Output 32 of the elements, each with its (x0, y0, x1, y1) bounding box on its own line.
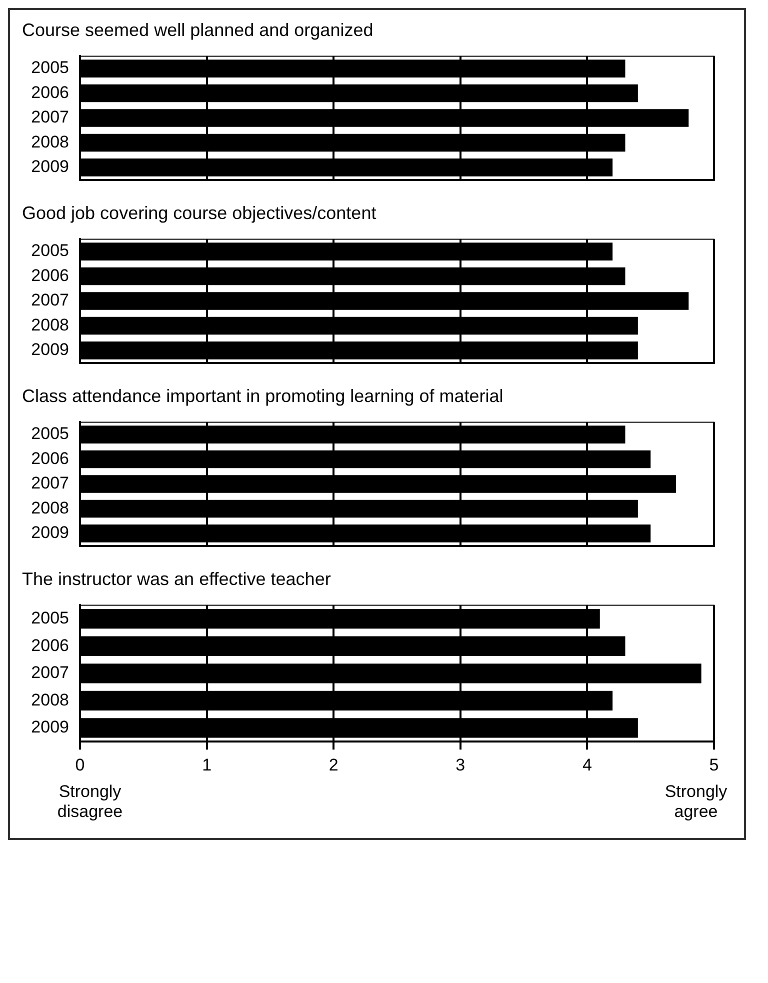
y-tick-label: 2009 (31, 718, 69, 737)
x-tick-label: 5 (709, 755, 719, 774)
text: Strongly agree (664, 782, 728, 822)
y-tick-label: 2009 (31, 157, 69, 176)
y-tick-label: 2007 (31, 290, 69, 310)
chart-title: Class attendance important in promoting learning of material (21, 386, 504, 407)
x-tick-label: 1 (202, 755, 212, 774)
x-tick-label: 4 (582, 755, 592, 774)
y-tick-label: 2005 (31, 58, 69, 78)
text: Strongly disagree (56, 782, 124, 822)
y-tick-label: 2009 (31, 523, 69, 542)
x-tick-label: 2 (328, 755, 338, 774)
y-tick-label: 2006 (31, 82, 69, 102)
chart-title: The instructor was an effective teacher (21, 569, 332, 590)
y-tick-label: 2007 (31, 474, 69, 493)
y-tick-label: 2007 (31, 108, 69, 127)
y-tick-label: 2005 (31, 241, 69, 260)
y-tick-label: 2009 (31, 340, 69, 360)
y-tick-label: 2006 (31, 266, 69, 285)
chart-title: Good job covering course objectives/content (21, 203, 378, 224)
x-tick-label: 0 (75, 755, 85, 774)
y-tick-label: 2008 (31, 315, 69, 334)
y-tick-label: 2006 (31, 448, 69, 468)
y-tick-label: 2008 (31, 132, 69, 152)
y-tick-label: 2007 (31, 663, 69, 682)
y-tick-label: 2005 (31, 424, 69, 444)
y-tick-label: 2005 (31, 608, 69, 628)
chart-title: Course seemed well planned and organized (21, 20, 374, 41)
y-tick-label: 2008 (31, 498, 69, 518)
x-tick-label: 3 (456, 755, 466, 774)
y-tick-label: 2006 (31, 636, 69, 655)
y-tick-label: 2008 (31, 690, 69, 710)
